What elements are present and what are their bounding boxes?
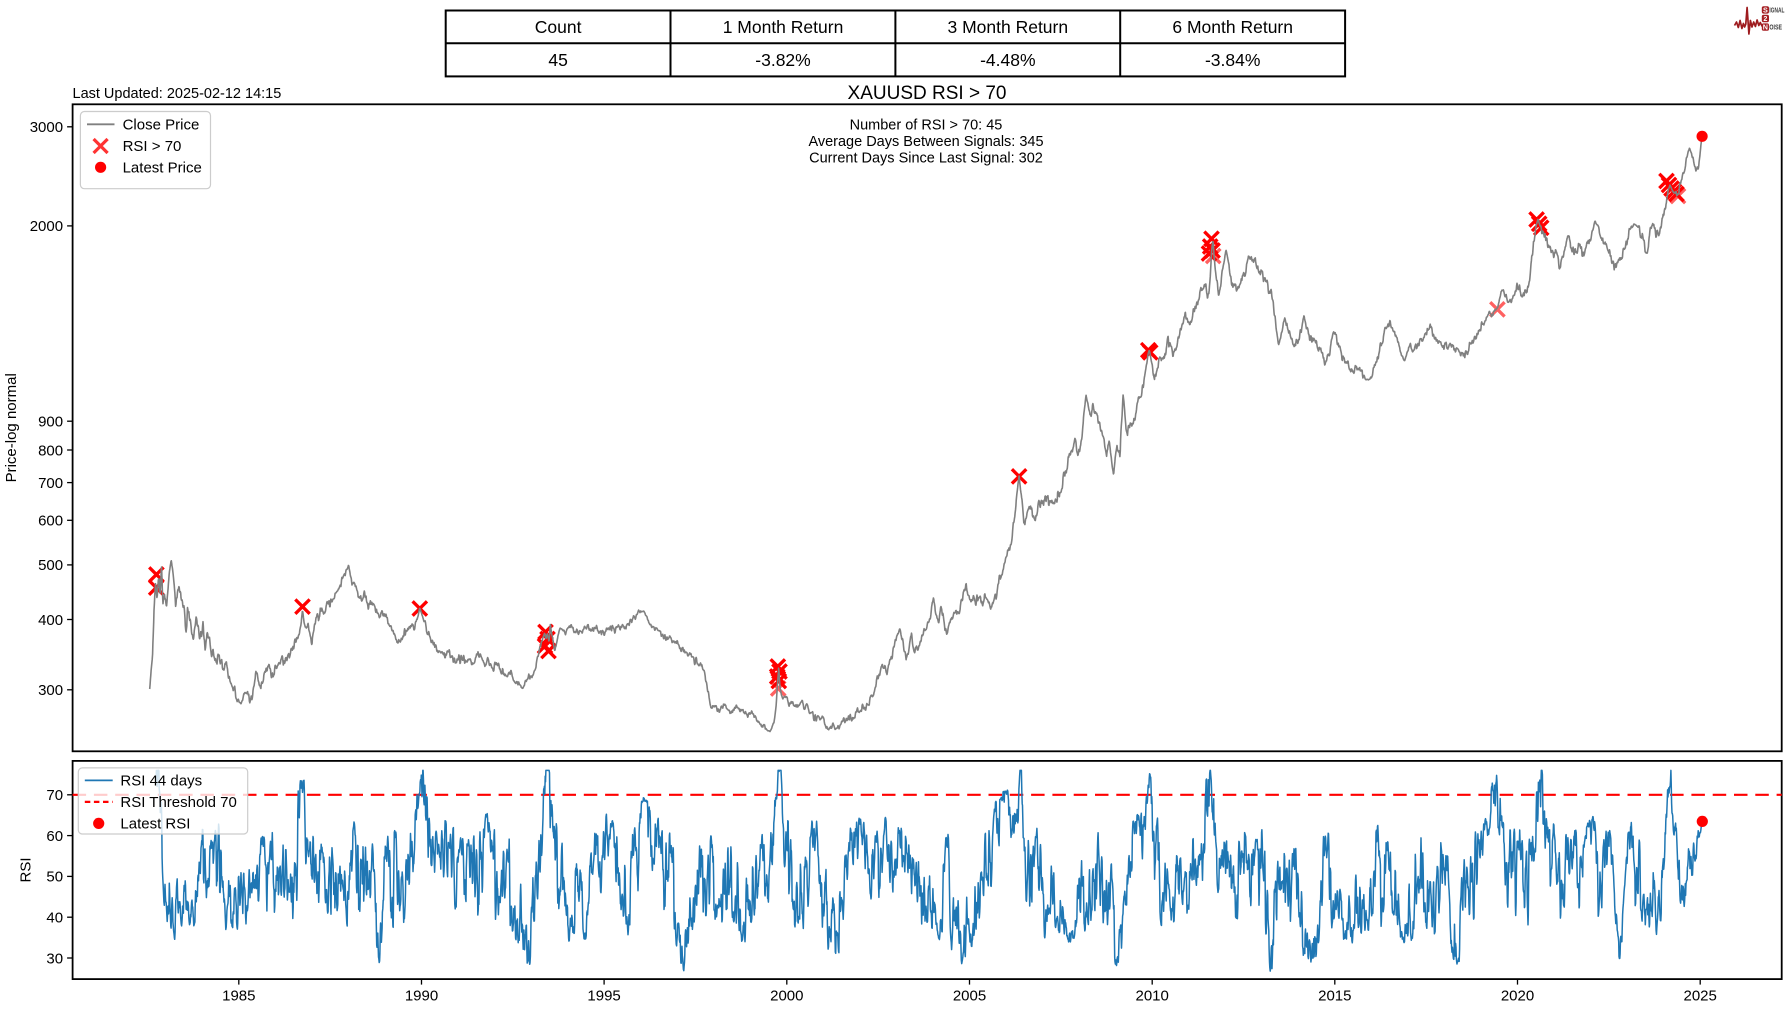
svg-text:Latest RSI: Latest RSI xyxy=(120,816,190,833)
svg-text:RSI > 70: RSI > 70 xyxy=(123,138,182,155)
svg-text:2: 2 xyxy=(1763,14,1767,23)
svg-text:1990: 1990 xyxy=(405,988,438,1005)
svg-text:700: 700 xyxy=(38,475,63,492)
svg-text:30: 30 xyxy=(46,950,63,967)
svg-text:70: 70 xyxy=(46,787,63,804)
svg-text:400: 400 xyxy=(38,612,63,629)
svg-text:2020: 2020 xyxy=(1501,988,1534,1005)
svg-text:Close Price: Close Price xyxy=(123,117,200,134)
svg-text:1995: 1995 xyxy=(587,988,620,1005)
svg-text:RSI: RSI xyxy=(18,857,35,882)
svg-text:2005: 2005 xyxy=(953,988,986,1005)
svg-text:Price-log normal: Price-log normal xyxy=(3,373,20,482)
svg-text:6 Month Return: 6 Month Return xyxy=(1172,17,1293,37)
svg-text:500: 500 xyxy=(38,557,63,574)
svg-text:1985: 1985 xyxy=(222,988,255,1005)
svg-text:S: S xyxy=(1763,5,1768,14)
svg-text:50: 50 xyxy=(46,869,63,886)
svg-text:900: 900 xyxy=(38,414,63,431)
svg-text:IGNAL: IGNAL xyxy=(1769,5,1784,14)
svg-text:Number of RSI > 70: 45: Number of RSI > 70: 45 xyxy=(850,118,1003,134)
svg-text:-4.48%: -4.48% xyxy=(980,50,1035,70)
svg-text:600: 600 xyxy=(38,513,63,530)
svg-text:N: N xyxy=(1763,23,1768,32)
svg-text:Current Days Since Last Signal: Current Days Since Last Signal: 302 xyxy=(809,151,1043,167)
svg-text:2000: 2000 xyxy=(30,218,63,235)
svg-text:1 Month Return: 1 Month Return xyxy=(723,17,844,37)
svg-text:800: 800 xyxy=(38,442,63,459)
svg-text:Last Updated: 2025-02-12 14:15: Last Updated: 2025-02-12 14:15 xyxy=(73,86,282,102)
svg-text:60: 60 xyxy=(46,828,63,845)
svg-text:XAUUSD RSI > 70: XAUUSD RSI > 70 xyxy=(848,83,1007,104)
svg-text:Count: Count xyxy=(535,17,582,37)
svg-text:2025: 2025 xyxy=(1684,988,1717,1005)
svg-text:-3.84%: -3.84% xyxy=(1205,50,1260,70)
svg-text:RSI 44 days: RSI 44 days xyxy=(120,773,202,790)
svg-text:45: 45 xyxy=(548,50,567,70)
svg-text:RSI Threshold 70: RSI Threshold 70 xyxy=(120,794,236,811)
svg-text:2000: 2000 xyxy=(770,988,803,1005)
svg-text:3 Month Return: 3 Month Return xyxy=(947,17,1068,37)
svg-text:OISE: OISE xyxy=(1769,23,1782,32)
svg-text:2015: 2015 xyxy=(1318,988,1351,1005)
svg-text:2010: 2010 xyxy=(1136,988,1169,1005)
svg-text:Latest Price: Latest Price xyxy=(123,160,202,177)
svg-text:40: 40 xyxy=(46,910,63,927)
svg-text:-3.82%: -3.82% xyxy=(755,50,810,70)
svg-text:300: 300 xyxy=(38,682,63,699)
svg-text:3000: 3000 xyxy=(30,119,63,136)
svg-text:Average Days Between Signals:: Average Days Between Signals: 345 xyxy=(808,134,1043,150)
